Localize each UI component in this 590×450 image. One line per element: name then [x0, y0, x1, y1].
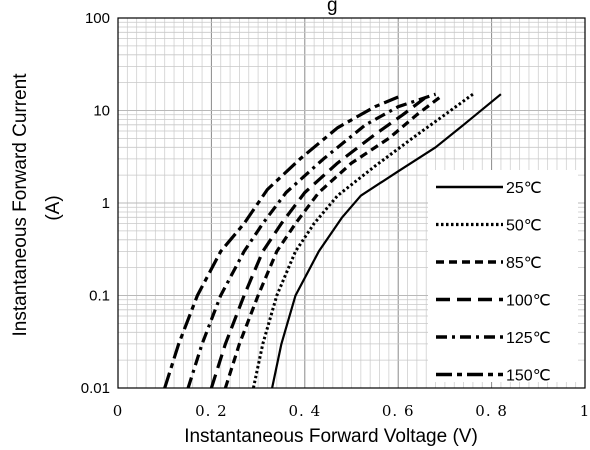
x-tick-label: 0: [113, 402, 124, 420]
chart-title: g: [327, 0, 338, 16]
legend-label-0: 25℃: [506, 180, 542, 197]
series-line-3: [209, 95, 428, 389]
x-tick-label: 0. 2: [195, 402, 228, 420]
legend-label-2: 85℃: [506, 255, 542, 272]
legend-label-3: 100℃: [506, 293, 551, 310]
legend-label-5: 150℃: [506, 368, 551, 385]
x-tick-label: 0. 8: [475, 402, 508, 420]
y-tick-label: 10: [93, 103, 110, 120]
y-tick-label: 0.1: [89, 288, 110, 305]
y-axis-label-line2: (A): [43, 195, 64, 220]
y-tick-label: 0.01: [81, 380, 110, 397]
tick-labels: 0.01 0.1 1 10 100 0 0. 2 0. 4 0. 6 0. 8 1: [81, 10, 590, 420]
y-axis-label-line1: Instantaneous Forward Current: [10, 73, 31, 337]
y-tick-label: 100: [85, 10, 110, 27]
series-line-2: [223, 95, 442, 389]
plot-frame: [117, 17, 586, 389]
legend: 25℃ 50℃ 85℃ 100℃ 125℃ 150℃: [436, 180, 551, 385]
legend-label-4: 125℃: [506, 330, 551, 347]
legend-label-1: 50℃: [506, 218, 542, 235]
series-line-1: [251, 92, 474, 389]
series-line-4: [186, 92, 437, 389]
x-tick-label: 1: [580, 402, 590, 420]
x-axis-label: Instantaneous Forward Voltage (V): [184, 426, 478, 447]
series-layer: [163, 92, 502, 389]
x-tick-label: 0. 4: [288, 402, 321, 420]
x-tick-label: 0. 6: [382, 402, 415, 420]
series-line-5: [163, 95, 399, 389]
legend-box: [428, 170, 578, 382]
series-line-0: [271, 93, 502, 389]
y-tick-label: 1: [102, 195, 110, 212]
